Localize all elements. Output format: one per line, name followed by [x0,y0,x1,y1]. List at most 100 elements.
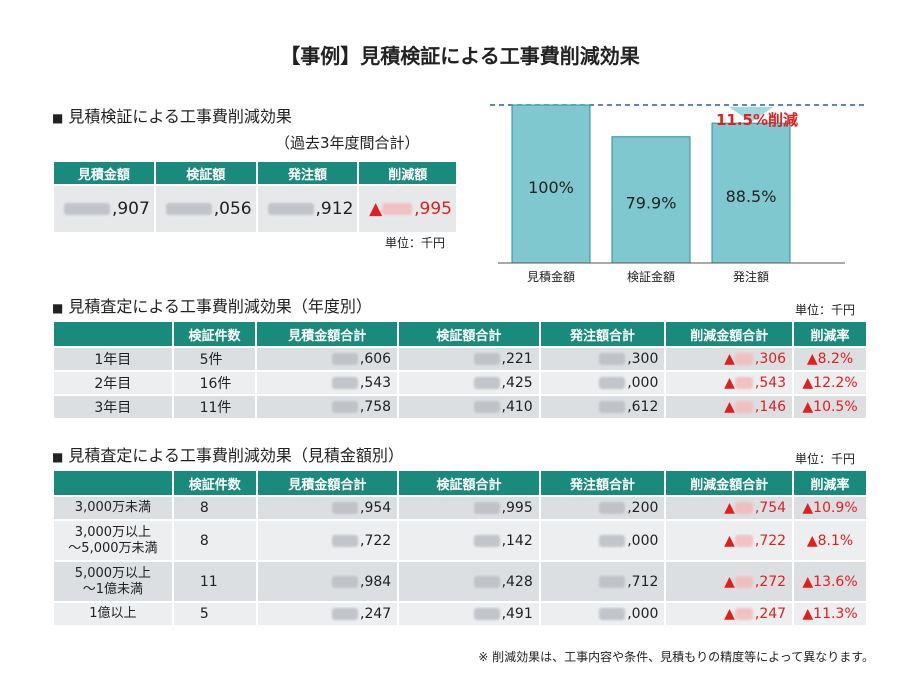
row-label-line: 5,000万以上 [74,565,152,581]
summary-header: 発注額 [255,160,360,186]
redacted-value [734,608,753,620]
table-header: 検証額合計 [397,469,541,497]
square-bullet-icon: ■ [52,111,64,125]
redacted-value [473,401,500,413]
bar [711,122,791,264]
redacted-value [331,401,358,413]
table-header: 検証件数 [171,320,258,348]
table-row: 3,000万以上 ～5,000万未満 8,722,142,000 ▲ ,722 ▲8.1% [52,519,868,562]
row-rate: ▲8.1% [792,519,868,562]
row-ordered: ,000 [538,601,667,627]
row-count: 8 [171,495,258,521]
row-count: 11 [171,560,258,603]
table-header: 削減率 [792,469,868,497]
row-reduction: ▲ ,754 [664,495,795,521]
row-label: 3年目 [52,394,174,420]
by-year-unit: 単位：千円 [795,303,856,317]
bar-value-label: 100% [528,178,574,197]
row-estimate: ,758 [255,394,400,420]
table-header [52,469,174,497]
row-rate: ▲13.6% [792,560,868,603]
table-row: 1年目 5件 ,606,221,300 ▲ ,306 ▲8.2% [52,346,868,372]
row-ordered: ,612 [538,394,667,420]
row-rate: ▲11.3% [792,601,868,627]
row-count: 11件 [171,394,258,420]
summary-title: ■ 見積検証による工事費削減効果 [52,103,292,127]
redacted-value [734,353,753,365]
redacted-value [599,502,626,514]
row-estimate: ,247 [255,601,400,627]
table-header: 検証件数 [171,469,258,497]
row-estimate: ,543 [255,370,400,396]
reduction-annotation: 11.5%削減 [716,111,798,129]
redacted-value [332,608,358,620]
square-bullet-icon: ■ [52,301,64,315]
redacted-value [599,608,626,620]
summary-header: 検証額 [153,160,258,186]
row-count: 16件 [171,370,258,396]
by-year-title-text: 見積査定による工事費削減効果（年度別） [68,297,372,316]
redacted-value [734,377,753,389]
redacted-value [734,502,753,514]
row-ordered: ,000 [538,370,667,396]
row-reduction: ▲ ,543 [664,370,795,396]
row-verified: ,142 [397,519,541,562]
row-estimate: ,954 [255,495,400,521]
row-label: 2年目 [52,370,174,396]
redacted-value [332,502,358,514]
by-year-title: ■ 見積査定による工事費削減効果（年度別） [52,293,372,317]
row-label: 3,000万未満 [52,495,174,521]
by-amount-title: ■ 見積査定による工事費削減効果（見積金額別） [52,442,404,466]
redacted-value [473,353,500,365]
row-estimate: ,606 [255,346,400,372]
row-label: 1年目 [52,346,174,372]
redacted-value [165,203,212,215]
row-verified: ,428 [397,560,541,603]
redacted-value [382,203,413,215]
summary-cell-verified: ,056 [153,184,258,234]
redacted-value [473,377,500,389]
redacted-value [473,534,500,547]
by-amount-unit: 単位：千円 [795,452,856,466]
row-label: 3,000万以上 ～5,000万未満 [52,519,174,562]
row-rate: ▲10.5% [792,394,868,420]
table-row: 3年目 11件 ,758,410,612 ▲ ,146 ▲10.5% [52,394,868,420]
row-label-line: 3,000万以上 [74,524,152,540]
bar-value-label: 88.5% [726,187,777,206]
row-rate: ▲10.9% [792,495,868,521]
redacted-value [473,502,500,514]
table-header: 発注額合計 [538,320,667,348]
row-verified: ,995 [397,495,541,521]
row-label-line: ～5,000万未満 [68,540,158,556]
summary-header: 削減額 [357,160,458,186]
row-label-line: 3,000万未満 [74,500,152,515]
reduction-arrow-icon [729,107,773,123]
row-ordered: ,712 [538,560,667,603]
summary-table: 見積金額 検証額 発注額 削減額 ,907 ,056 ,912 ▲ ,995 [52,160,458,234]
by-amount-title-text: 見積査定による工事費削減効果（見積金額別） [68,446,404,465]
summary-title-text: 見積検証による工事費削減効果 [68,107,292,126]
redacted-value [267,203,314,215]
redacted-value [599,353,626,365]
row-reduction: ▲ ,247 [664,601,795,627]
redacted-value [734,534,753,547]
by-year-table: 検証件数 見積金額合計 検証額合計 発注額合計 削減金額合計 削減率 1年目 5件… [52,320,868,420]
by-amount-table: 検証件数 見積金額合計 検証額合計 発注額合計 削減金額合計 削減率 3,000… [52,469,868,627]
redacted-value [599,377,626,389]
row-rate: ▲8.2% [792,346,868,372]
row-estimate: ,984 [255,560,400,603]
bar-value-label: 79.9% [626,193,677,212]
summary-unit: 単位：千円 [385,236,446,250]
square-bullet-icon: ■ [52,450,64,464]
category-label: 発注額 [733,269,769,284]
row-verified: ,425 [397,370,541,396]
row-label-line: ～1億未満 [82,581,144,597]
row-rate: ▲12.2% [792,370,868,396]
table-header: 見積金額合計 [255,469,400,497]
table-row: 3,000万未満 8,954,995,200 ▲ ,754 ▲10.9% [52,495,868,521]
row-reduction: ▲ ,722 [664,519,795,562]
redacted-value [331,377,358,389]
redacted-value [332,575,358,588]
category-label: 見積金額 [527,269,575,284]
redacted-value [63,203,110,215]
